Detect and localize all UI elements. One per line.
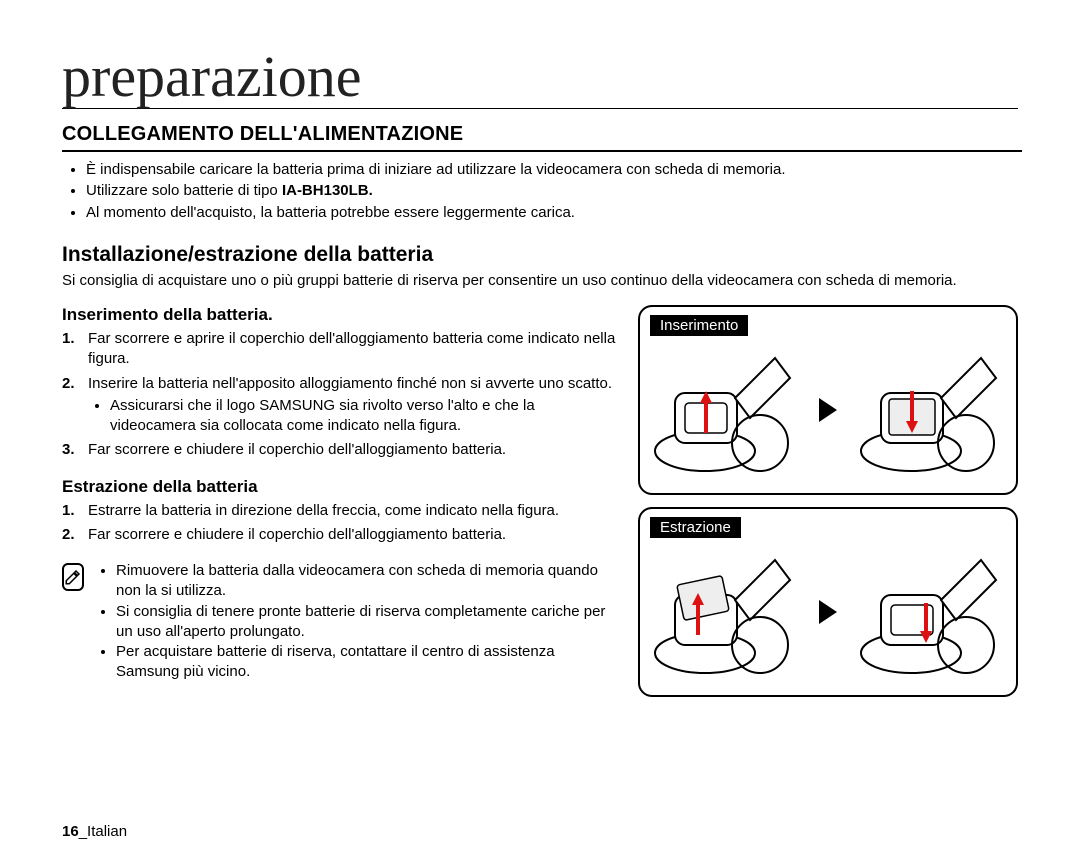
sequence-arrow-icon	[819, 398, 837, 422]
camera-illustration	[650, 545, 800, 680]
figure-column: Inserimento	[638, 305, 1018, 709]
camera-illustration	[650, 343, 800, 478]
page-number: 16	[62, 823, 79, 840]
note-item: Si consiglia di tenere pronte batterie d…	[116, 602, 622, 643]
step: 2. Inserire la batteria nell'apposito al…	[62, 374, 622, 437]
step: 1. Estrarre la batteria in direzione del…	[62, 501, 622, 521]
page-lang: _Italian	[79, 823, 127, 840]
step: 2. Far scorrere e chiudere il coperchio …	[62, 525, 622, 545]
pencil-note-icon	[64, 568, 82, 586]
section-title: COLLEGAMENTO DELL'ALIMENTAZIONE	[62, 123, 1022, 152]
intro-bullet-list: È indispensabile caricare la batteria pr…	[62, 160, 1018, 223]
figure-insert: Inserimento	[638, 305, 1018, 495]
note-item: Per acquistare batterie di riserva, cont…	[116, 642, 622, 683]
step-text-inner: Inserire la batteria nell'apposito allog…	[88, 375, 612, 392]
battery-model: IA-BH130LB.	[282, 182, 373, 199]
figure-label-insert: Inserimento	[650, 315, 748, 336]
intro-bullet-text: Utilizzare solo batterie di tipo	[86, 182, 282, 199]
note-block: Rimuovere la batteria dalla videocamera …	[62, 561, 622, 683]
procedure-title-eject: Estrazione della batteria	[62, 477, 622, 497]
figure-insert-content	[650, 340, 1006, 480]
camera-illustration	[856, 343, 1006, 478]
procedure-eject-steps: 1. Estrarre la batteria in direzione del…	[62, 501, 622, 546]
figure-eject-content	[650, 542, 1006, 682]
step-number: 2.	[62, 525, 88, 545]
figure-label-eject: Estrazione	[650, 517, 741, 538]
subsection-desc: Si consiglia di acquistare uno o più gru…	[62, 271, 1018, 291]
procedure-title-insert: Inserimento della batteria.	[62, 305, 622, 325]
step: 1. Far scorrere e aprire il coperchio de…	[62, 329, 622, 370]
step-number: 2.	[62, 374, 88, 437]
step-text: Far scorrere e aprire il coperchio dell'…	[88, 329, 622, 370]
step-text: Estrarre la batteria in direzione della …	[88, 501, 622, 521]
note-item: Rimuovere la batteria dalla videocamera …	[116, 561, 622, 602]
step: 3. Far scorrere e chiudere il coperchio …	[62, 440, 622, 460]
note-list: Rimuovere la batteria dalla videocamera …	[94, 561, 622, 683]
camera-illustration	[856, 545, 1006, 680]
step-number: 1.	[62, 329, 88, 370]
substep: Assicurarsi che il logo SAMSUNG sia rivo…	[110, 396, 622, 437]
sequence-arrow-icon	[819, 600, 837, 624]
note-icon	[62, 563, 84, 591]
procedure-insert-steps: 1. Far scorrere e aprire il coperchio de…	[62, 329, 622, 461]
chapter-title: preparazione	[62, 48, 1018, 109]
page-footer: 16_Italian	[62, 823, 127, 840]
intro-bullet: Utilizzare solo batterie di tipo IA-BH13…	[86, 181, 1018, 201]
text-column: Inserimento della batteria. 1. Far scorr…	[62, 305, 622, 709]
step-number: 3.	[62, 440, 88, 460]
figure-eject: Estrazione	[638, 507, 1018, 697]
intro-bullet: È indispensabile caricare la batteria pr…	[86, 160, 1018, 180]
intro-bullet: Al momento dell'acquisto, la batteria po…	[86, 203, 1018, 223]
subsection-title: Installazione/estrazione della batteria	[62, 243, 1018, 267]
page-root: preparazione COLLEGAMENTO DELL'ALIMENTAZ…	[62, 48, 1018, 709]
step-number: 1.	[62, 501, 88, 521]
step-text: Far scorrere e chiudere il coperchio del…	[88, 525, 622, 545]
substep-list: Assicurarsi che il logo SAMSUNG sia rivo…	[88, 396, 622, 437]
step-text: Far scorrere e chiudere il coperchio del…	[88, 440, 622, 460]
step-text: Inserire la batteria nell'apposito allog…	[88, 374, 622, 437]
